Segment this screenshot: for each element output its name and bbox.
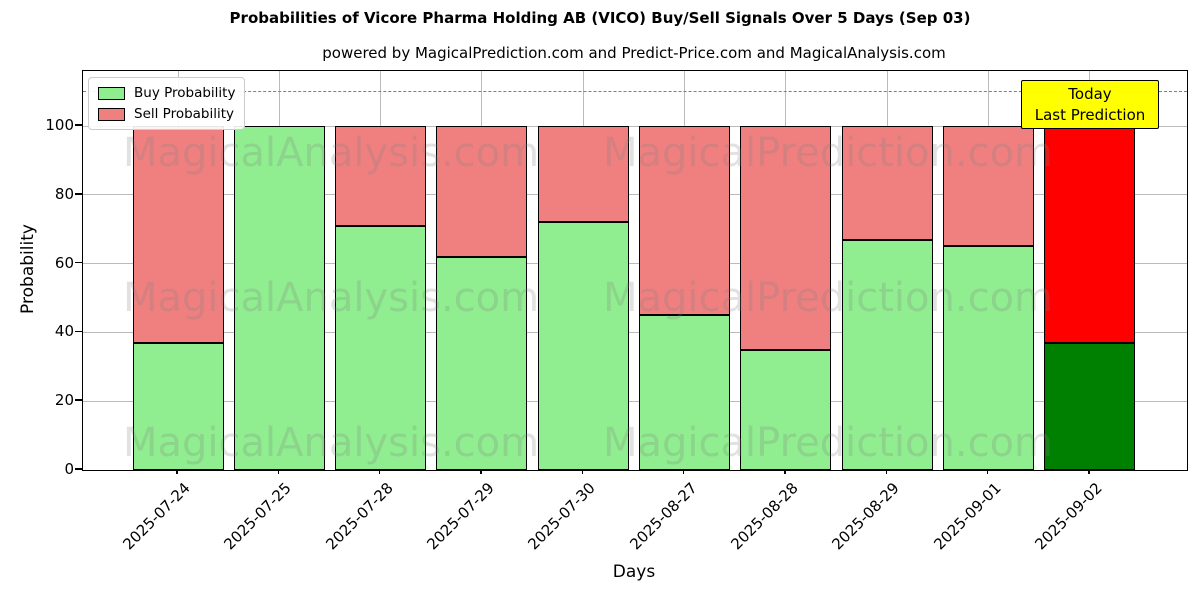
- plot-area: MagicalAnalysis.com MagicalPrediction.com…: [82, 70, 1188, 471]
- legend: Buy Probability Sell Probability: [88, 77, 245, 130]
- x-tick-label: 2025-07-24: [119, 479, 194, 554]
- y-tick-mark: [75, 124, 82, 126]
- buy-swatch-icon: [98, 86, 125, 100]
- x-tick-label: 2025-07-25: [220, 479, 296, 554]
- y-tick-label: 60: [54, 253, 74, 272]
- bar-buy-segment: [537, 222, 629, 470]
- chart-subtitle: powered by MagicalPrediction.com and Pre…: [322, 44, 946, 62]
- today-annotation-line1: Today: [1068, 84, 1112, 103]
- legend-entry-buy: Buy Probability: [98, 85, 244, 101]
- x-tick-mark: [986, 469, 989, 474]
- bar-sell-segment: [132, 126, 224, 343]
- bar-buy-segment: [233, 126, 325, 470]
- x-tick-mark: [682, 469, 685, 474]
- x-tick-label: 2025-08-27: [626, 479, 701, 554]
- bar-sell-segment: [639, 126, 731, 316]
- bar-buy-segment: [841, 239, 933, 470]
- y-tick-label: 100: [45, 116, 74, 134]
- x-tick-label: 2025-08-29: [828, 479, 904, 554]
- horizontal-gridline: [83, 263, 1187, 265]
- legend-sell-label: Sell Probability: [134, 106, 235, 122]
- x-tick-label: 2025-07-29: [423, 479, 498, 554]
- horizontal-gridline: [83, 331, 1187, 333]
- x-tick-mark: [277, 469, 280, 474]
- x-tick-mark: [378, 469, 381, 474]
- dashed-threshold-line: [83, 90, 1187, 92]
- bar-sell-segment: [841, 126, 933, 240]
- bar-buy-segment: [436, 256, 528, 470]
- y-tick-label: 0: [64, 460, 74, 478]
- x-tick-label: 2025-09-01: [930, 479, 1005, 554]
- bar-sell-segment: [436, 126, 528, 257]
- x-tick-mark: [176, 469, 178, 474]
- sell-swatch-icon: [98, 107, 125, 121]
- y-tick-mark: [75, 468, 82, 470]
- horizontal-gridline: [83, 400, 1187, 402]
- x-tick-mark: [1088, 469, 1090, 474]
- legend-entry-sell: Sell Probability: [98, 106, 244, 122]
- bar-buy-segment: [132, 342, 224, 470]
- bar-sell-segment: [943, 126, 1035, 247]
- y-tick-label: 40: [54, 322, 74, 341]
- y-tick-label: 20: [54, 391, 74, 410]
- horizontal-gridline: [83, 194, 1187, 196]
- today-annotation: Today Last Prediction: [1021, 80, 1159, 129]
- x-tick-mark: [784, 469, 786, 474]
- legend-buy-label: Buy Probability: [134, 85, 236, 101]
- bar-buy-segment: [1044, 342, 1136, 470]
- x-tick-mark: [581, 469, 584, 474]
- horizontal-gridline: [83, 125, 1187, 127]
- bar-sell-segment: [537, 126, 629, 223]
- y-tick-mark: [75, 330, 82, 333]
- y-tick-mark: [75, 261, 82, 264]
- y-tick-mark: [75, 193, 82, 195]
- x-tick-label: 2025-08-28: [727, 479, 802, 554]
- bar-sell-segment: [335, 126, 427, 226]
- x-tick-mark: [480, 469, 482, 474]
- bar-buy-segment: [740, 349, 832, 470]
- x-axis-label: Days: [612, 562, 656, 582]
- x-tick-label: 2025-07-28: [322, 479, 397, 554]
- x-tick-mark: [885, 469, 888, 474]
- x-tick-label: 2025-09-02: [1031, 479, 1106, 554]
- x-tick-label: 2025-07-30: [524, 479, 600, 554]
- bar-buy-segment: [335, 225, 427, 470]
- y-tick-label: 80: [54, 184, 74, 203]
- bar-sell-segment: [1044, 126, 1136, 343]
- bar-sell-segment: [740, 126, 832, 350]
- bar-buy-segment: [639, 315, 731, 470]
- bar-buy-segment: [943, 246, 1035, 470]
- y-tick-mark: [75, 399, 82, 401]
- today-annotation-line2: Last Prediction: [1034, 105, 1146, 124]
- chart-title: Probabilities of Vicore Pharma Holding A…: [229, 9, 971, 27]
